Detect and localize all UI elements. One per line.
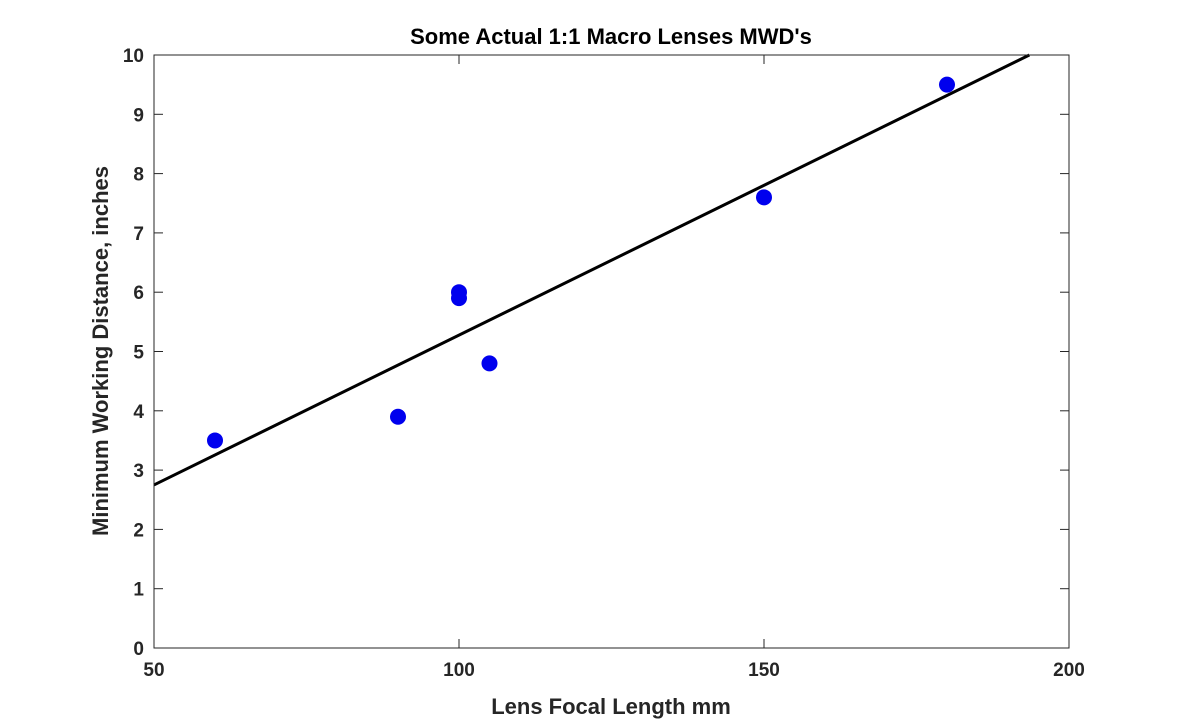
x-tick-label: 150: [748, 660, 780, 681]
data-point: [207, 432, 223, 449]
y-axis-label: Minimum Working Distance, inches: [88, 166, 113, 536]
plot-frame: [153, 54, 1070, 649]
chart-title: Some Actual 1:1 Macro Lenses MWD's: [410, 24, 812, 49]
x-tick-label: 200: [1053, 660, 1085, 681]
data-points: [207, 76, 955, 449]
x-tick-label: 100: [443, 660, 475, 681]
data-point: [481, 355, 498, 372]
y-tick-label: 9: [133, 105, 144, 126]
y-tick-label: 0: [133, 639, 144, 660]
data-point: [451, 290, 467, 307]
y-tick-label: 5: [133, 343, 144, 364]
y-tick-label: 8: [133, 165, 144, 186]
fit-line: [153, 53, 1031, 487]
data-point: [390, 408, 406, 425]
y-tick-label: 3: [133, 461, 144, 482]
y-tick-label: 1: [133, 580, 144, 601]
y-tick-label: 4: [133, 402, 144, 423]
y-tick-label: 7: [133, 224, 144, 245]
tick-labels: 50 100 150 200 0 1 2 3 4 5 6 7 8 9 10: [123, 46, 1085, 681]
x-axis-label: Lens Focal Length mm: [491, 694, 731, 719]
x-tick-label: 50: [143, 660, 164, 681]
y-tick-label: 6: [133, 283, 144, 304]
plot-area: [154, 55, 1069, 648]
y-tick-label: 10: [123, 46, 144, 67]
y-tick-label: 2: [133, 520, 144, 541]
data-point: [939, 76, 955, 93]
data-point: [756, 189, 772, 206]
